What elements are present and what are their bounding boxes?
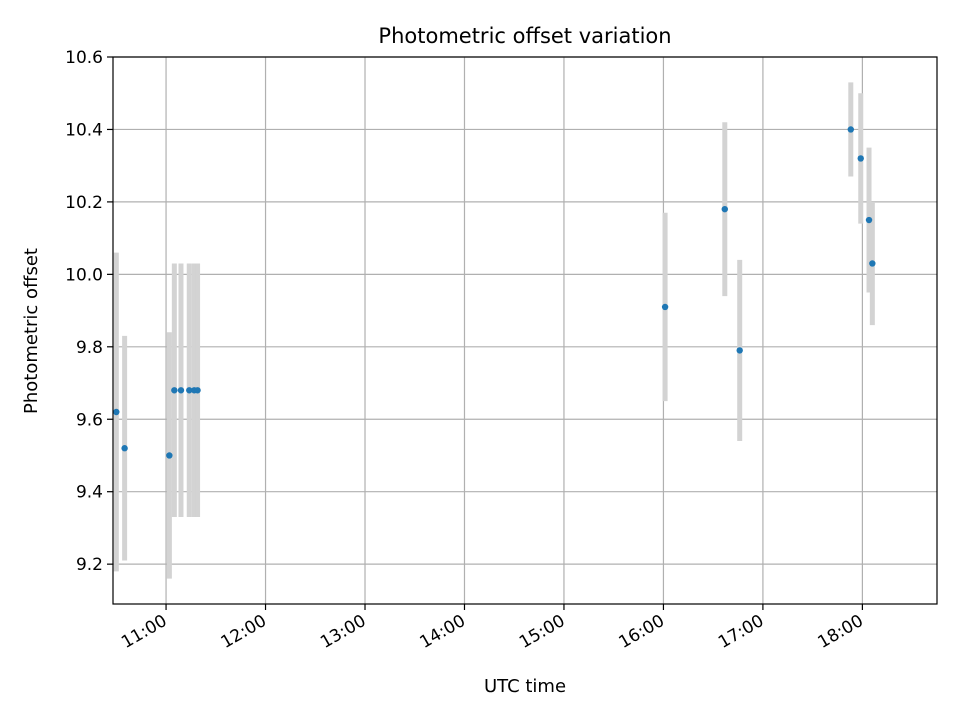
y-tick-label: 10.4: [65, 120, 103, 140]
data-point: [869, 260, 876, 267]
data-point: [847, 126, 854, 133]
y-tick-label: 9.6: [76, 410, 103, 430]
y-tick-label: 9.2: [76, 555, 103, 575]
y-tick-label: 10.6: [65, 48, 103, 68]
data-point: [186, 387, 193, 394]
y-tick-label: 9.8: [76, 338, 103, 358]
plot-frame: [112, 56, 938, 605]
data-point: [857, 155, 864, 162]
data-point: [166, 452, 173, 459]
data-point: [721, 205, 728, 213]
data-point: [177, 387, 185, 394]
data-points: [113, 126, 876, 459]
x-axis-label: UTC time: [484, 676, 566, 697]
y-tick-label: 9.4: [76, 483, 103, 503]
chart-title: Photometric offset variation: [378, 24, 671, 48]
y-tick-label: 10.0: [65, 265, 103, 285]
data-point: [865, 216, 873, 224]
data-point: [121, 445, 128, 452]
data-point: [736, 347, 743, 354]
data-point: [194, 387, 201, 394]
data-point: [113, 408, 120, 416]
data-point: [661, 303, 669, 311]
y-axis-ticks: 9.2 9.4 9.6 9.8 10.0 10.2 10.4 10.6: [65, 48, 113, 575]
y-tick-label: 10.2: [65, 193, 103, 213]
y-axis-label: Photometric offset: [21, 248, 42, 414]
data-point: [171, 387, 178, 394]
